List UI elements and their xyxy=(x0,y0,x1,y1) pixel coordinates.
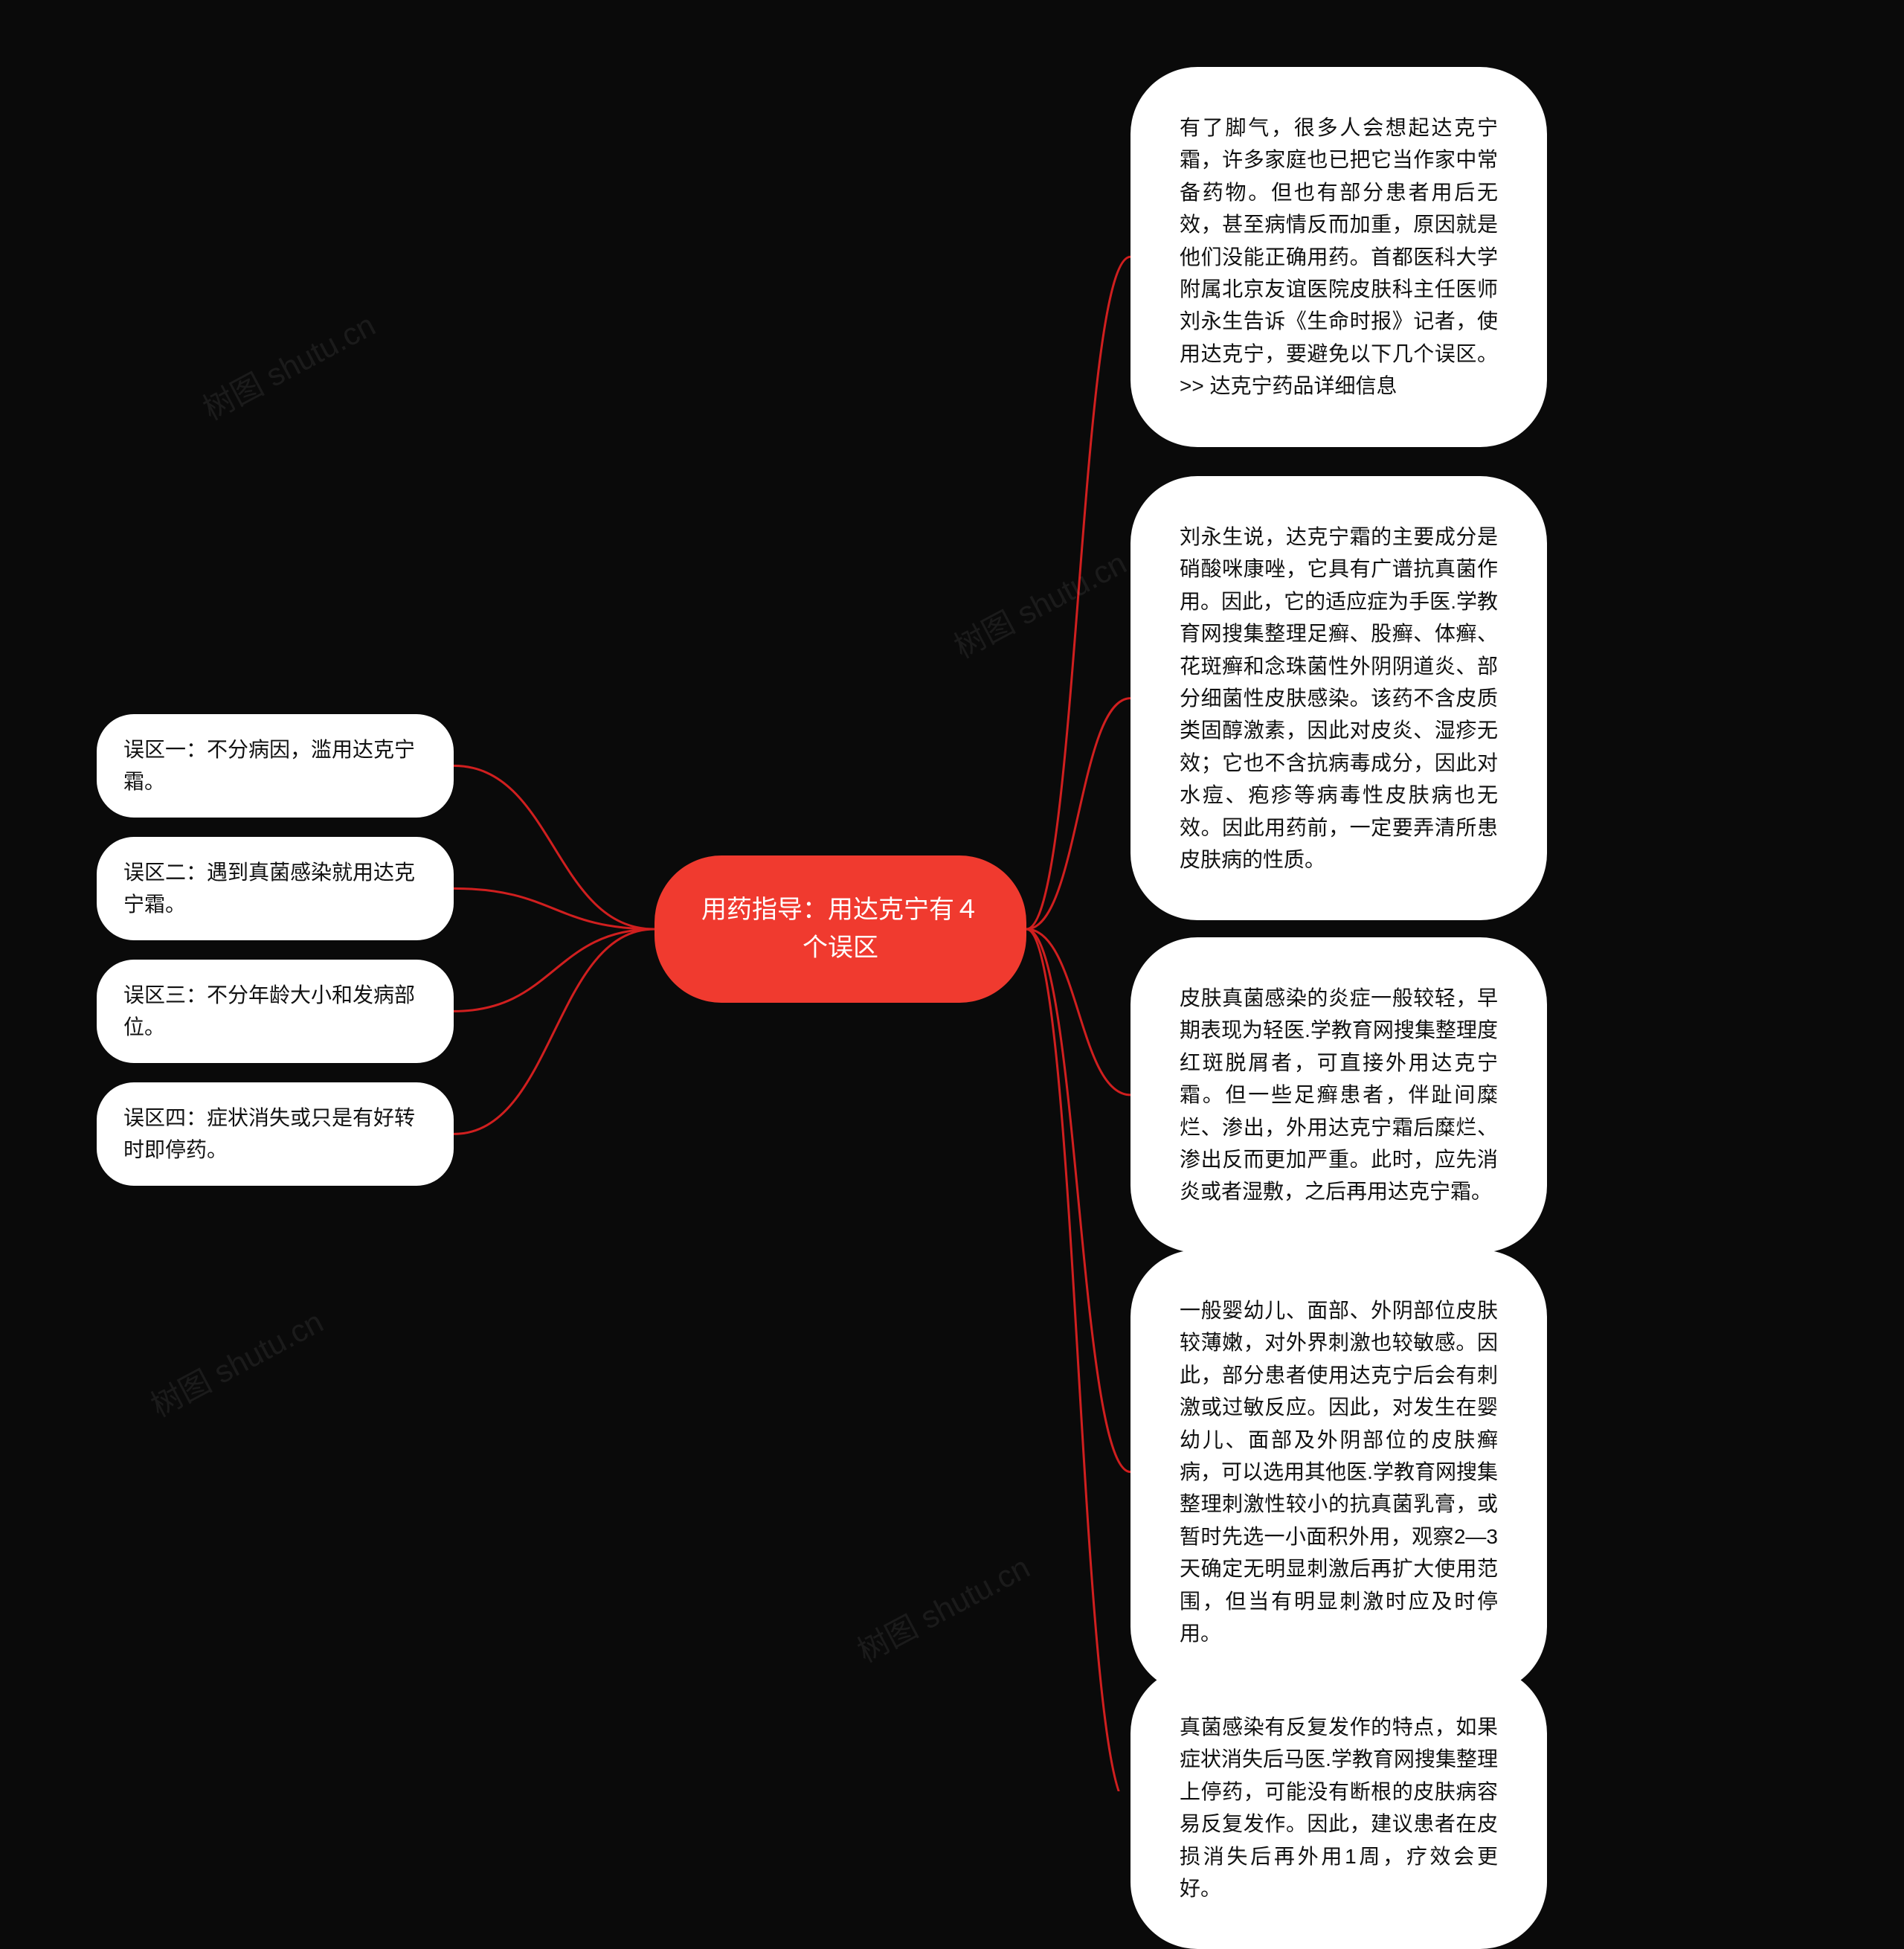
left-node-4[interactable]: 误区四：症状消失或只是有好转时即停药。 xyxy=(97,1082,454,1186)
left-node-2[interactable]: 误区二：遇到真菌感染就用达克宁霜。 xyxy=(97,837,454,940)
right-node-1[interactable]: 有了脚气，很多人会想起达克宁霜，许多家庭也已把它当作家中常备药物。但也有部分患者… xyxy=(1130,67,1547,447)
right-node-5[interactable]: 真菌感染有反复发作的特点，如果症状消失后马医.学教育网搜集整理上停药，可能没有断… xyxy=(1130,1666,1547,1949)
mindmap-canvas: 树图 shutu.cn 树图 shutu.cn 树图 shutu.cn 树图 s… xyxy=(0,0,1904,1791)
watermark: 树图 shutu.cn xyxy=(142,1297,330,1426)
left-node-3[interactable]: 误区三：不分年龄大小和发病部位。 xyxy=(97,960,454,1063)
watermark: 树图 shutu.cn xyxy=(945,539,1133,667)
root-node[interactable]: 用药指导：用达克宁有４个误区 xyxy=(654,855,1026,1003)
watermark: 树图 shutu.cn xyxy=(194,301,382,429)
right-node-4[interactable]: 一般婴幼儿、面部、外阴部位皮肤较薄嫩，对外界刺激也较敏感。因此，部分患者使用达克… xyxy=(1130,1250,1547,1694)
right-node-2[interactable]: 刘永生说，达克宁霜的主要成分是硝酸咪康唑，它具有广谱抗真菌作用。因此，它的适应症… xyxy=(1130,476,1547,920)
right-node-3[interactable]: 皮肤真菌感染的炎症一般较轻，早期表现为轻医.学教育网搜集整理度红斑脱屑者，可直接… xyxy=(1130,937,1547,1253)
left-node-1[interactable]: 误区一：不分病因，滥用达克宁霜。 xyxy=(97,714,454,818)
watermark: 树图 shutu.cn xyxy=(849,1543,1037,1672)
